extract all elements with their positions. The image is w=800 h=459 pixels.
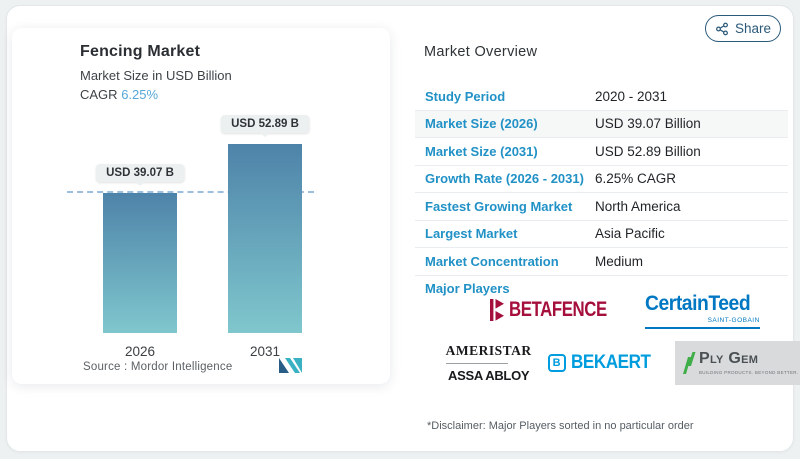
certainteed-underline bbox=[645, 327, 760, 329]
disclaimer-text: *Disclaimer: Major Players sorted in no … bbox=[427, 420, 694, 432]
logo-row-top: BETAFENCE CertainTeed SAINT-GOBAIN bbox=[490, 290, 760, 329]
bar-2026 bbox=[103, 193, 177, 333]
plygem-wordmark: Ply Gem bbox=[698, 350, 759, 367]
bekaert-wordmark: BEKAERT bbox=[570, 352, 651, 373]
row-value: Medium bbox=[595, 253, 644, 269]
bekaert-icon: B bbox=[547, 354, 566, 372]
cagr-value: 6.25% bbox=[121, 87, 159, 102]
bar-value-label-2026: USD 39.07 B bbox=[96, 164, 184, 182]
row-value: Asia Pacific bbox=[595, 226, 665, 242]
bekaert-logo: B BEKAERT bbox=[546, 341, 661, 385]
bar-value-label-2031: USD 52.89 B bbox=[221, 115, 309, 133]
table-row-market-size-2026: Market Size (2026) USD 39.07 Billion bbox=[415, 110, 788, 138]
certainteed-logo: CertainTeed SAINT-GOBAIN bbox=[645, 290, 760, 329]
table-row-largest-market: Largest Market Asia Pacific bbox=[415, 221, 788, 248]
mordor-intelligence-logo-icon bbox=[279, 358, 302, 373]
overview-title: Market Overview bbox=[424, 44, 538, 60]
betafence-icon bbox=[490, 298, 505, 321]
x-axis-label-2031: 2031 bbox=[249, 344, 281, 359]
table-row-fastest-growing-market: Fastest Growing Market North America bbox=[415, 193, 788, 221]
chart-subtitle: Market Size in USD Billion bbox=[80, 68, 232, 83]
market-size-chart-card: Fencing Market Market Size in USD Billio… bbox=[12, 28, 390, 384]
row-label: Study Period bbox=[425, 88, 506, 104]
x-axis-label-2026: 2026 bbox=[124, 344, 156, 359]
major-players-label: Major Players bbox=[425, 281, 510, 296]
plygem-logo: Ply Gem BUILDING PRODUCTS. BEYOND BETTER… bbox=[674, 341, 800, 385]
chart-title: Fencing Market bbox=[80, 43, 201, 60]
row-value: 2020 - 2031 bbox=[595, 88, 668, 104]
row-value: USD 52.89 Billion bbox=[595, 143, 701, 159]
row-value: 6.25% CAGR bbox=[595, 171, 677, 187]
chart-cagr-line: CAGR 6.25% bbox=[80, 87, 158, 102]
row-label: Market Concentration bbox=[425, 253, 559, 269]
saint-gobain-subbrand: SAINT-GOBAIN bbox=[707, 317, 760, 324]
bar-chart-plot: USD 39.07 B 2026 USD 52.89 B 2031 bbox=[12, 115, 390, 359]
row-label: Largest Market bbox=[425, 226, 518, 242]
table-row-market-concentration: Market Concentration Medium bbox=[415, 248, 788, 276]
row-value: North America bbox=[595, 198, 681, 214]
overview-table: Study Period 2020 - 2031 Market Size (20… bbox=[415, 83, 788, 276]
plygem-tagline: BUILDING PRODUCTS. BEYOND BETTER. bbox=[698, 370, 799, 375]
table-row-study-period: Study Period 2020 - 2031 bbox=[415, 83, 788, 111]
bar-group-2031: USD 52.89 B 2031 bbox=[221, 115, 309, 359]
ameristar-assa-abloy-logo: AMERISTAR ASSA ABLOY bbox=[445, 341, 532, 385]
logo-row-bottom: AMERISTAR ASSA ABLOY B BEKAERT Ply Gem B… bbox=[445, 341, 800, 385]
row-value: USD 39.07 Billion bbox=[595, 116, 701, 132]
row-label: Growth Rate (2026 - 2031) bbox=[425, 171, 584, 187]
share-button[interactable]: Share bbox=[705, 15, 781, 42]
assa-abloy-wordmark: ASSA ABLOY bbox=[447, 368, 530, 383]
cagr-label: CAGR bbox=[80, 87, 118, 102]
row-label: Market Size (2026) bbox=[425, 116, 538, 132]
source-attribution: Source : Mordor Intelligence bbox=[83, 361, 233, 373]
row-label: Fastest Growing Market bbox=[425, 198, 573, 214]
share-button-label: Share bbox=[734, 21, 772, 36]
ameristar-divider-line bbox=[445, 363, 508, 364]
bar-group-2026: USD 39.07 B 2026 bbox=[96, 143, 184, 359]
major-players-logos: BETAFENCE CertainTeed SAINT-GOBAIN AMERI… bbox=[445, 290, 800, 385]
betafence-wordmark: BETAFENCE bbox=[509, 297, 608, 321]
row-label: Market Size (2031) bbox=[425, 143, 538, 159]
plygem-text-block: Ply Gem BUILDING PRODUCTS. BEYOND BETTER… bbox=[698, 350, 799, 376]
plygem-icon bbox=[682, 352, 696, 374]
share-icon bbox=[716, 22, 728, 35]
bar-2031 bbox=[228, 144, 302, 333]
betafence-logo: BETAFENCE bbox=[490, 297, 631, 323]
ameristar-wordmark: AMERISTAR bbox=[445, 343, 532, 358]
certainteed-wordmark: CertainTeed bbox=[645, 292, 751, 315]
reference-line bbox=[67, 191, 314, 193]
table-row-growth-rate: Growth Rate (2026 - 2031) 6.25% CAGR bbox=[415, 166, 788, 193]
table-row-market-size-2031: Market Size (2031) USD 52.89 Billion bbox=[415, 138, 788, 166]
